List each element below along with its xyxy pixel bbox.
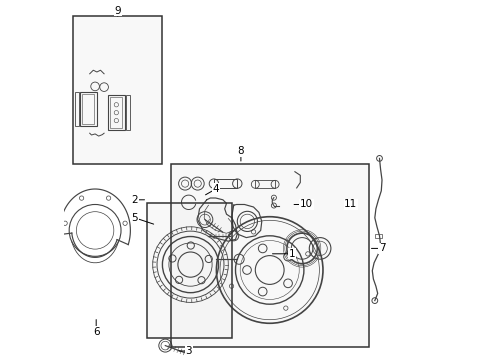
Bar [170, 164, 368, 347]
Bar [170, 164, 368, 347]
Text: 9: 9 [114, 6, 121, 16]
Bar [81, 94, 94, 124]
Text: 1: 1 [288, 249, 295, 259]
Bar [213, 179, 237, 188]
Bar [75, 92, 79, 126]
Text: 6: 6 [93, 327, 99, 337]
Text: 4: 4 [212, 184, 219, 194]
Bar [374, 234, 381, 238]
Bar [107, 95, 125, 130]
Bar [147, 203, 231, 338]
Text: 11: 11 [344, 199, 357, 210]
Text: 5: 5 [131, 213, 138, 223]
Text: 7: 7 [378, 243, 385, 253]
Bar [110, 97, 122, 128]
Bar [255, 180, 275, 188]
Text: 10: 10 [299, 199, 312, 210]
Bar [73, 16, 162, 164]
Bar [125, 95, 130, 130]
Bar [80, 92, 97, 126]
Bar [73, 16, 162, 164]
Bar [147, 203, 231, 338]
Text: 8: 8 [237, 146, 244, 156]
Text: 2: 2 [131, 195, 138, 205]
Text: 3: 3 [185, 346, 192, 356]
